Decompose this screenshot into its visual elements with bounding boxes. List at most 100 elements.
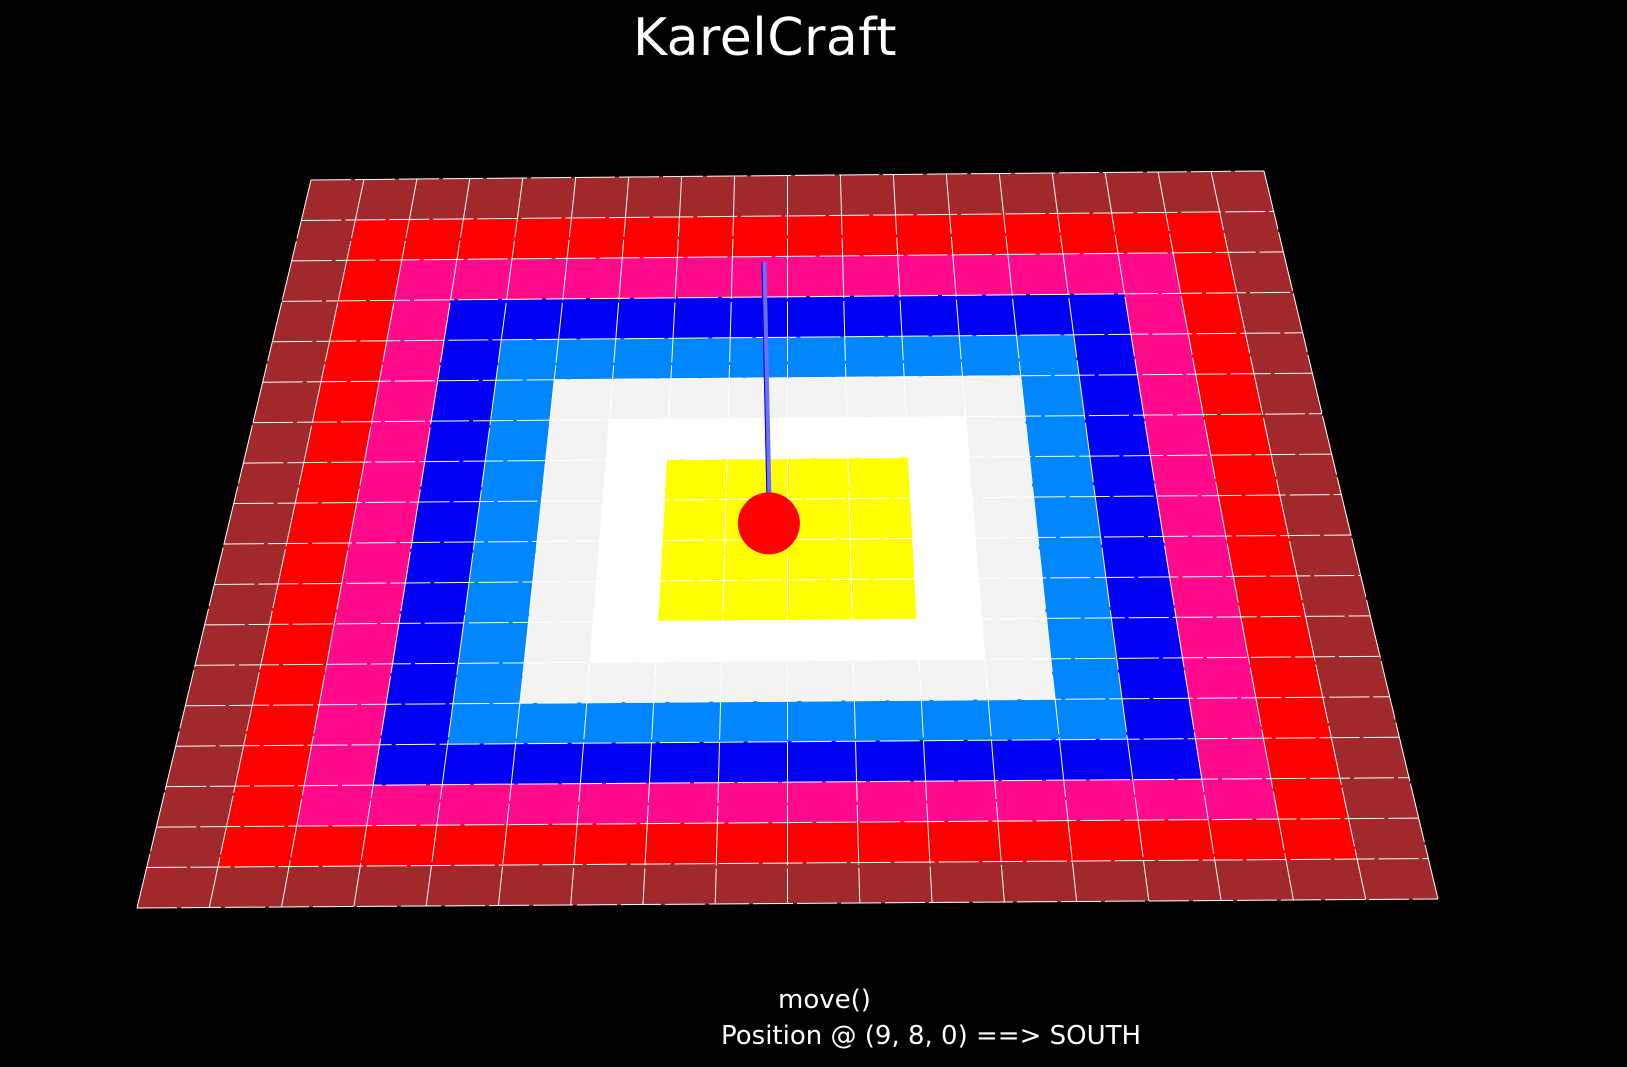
floor-cell [318,663,393,706]
floor-cell [401,218,464,261]
floor-cell [425,864,504,907]
floor-cell [288,825,368,867]
floor-cell [1003,213,1064,255]
floor-cell [536,500,604,542]
floor-cell [608,378,672,421]
floor-cell [1078,374,1145,417]
floor-cell [787,376,848,419]
floor-cell [468,541,538,583]
floor-cell [1084,414,1151,457]
floor-cell [787,659,855,702]
floor-cell [1288,534,1362,577]
floor-cell [1067,293,1132,336]
floor-cell [787,255,845,298]
floor-cell [490,379,555,422]
floor-cell [952,254,1013,296]
floor-cell [252,381,322,424]
floor-cell [855,740,926,783]
floor-cell [456,218,518,260]
floor-cell [1255,696,1332,739]
floor-cell [978,577,1047,620]
floor-cell [843,295,903,338]
floor-cell [303,421,373,463]
floor-cell [1104,171,1166,214]
floor-cell [262,340,330,383]
floor-cell [725,458,788,500]
floor-cell [386,299,451,342]
floor-cell [1348,817,1429,860]
floor-cell [672,296,732,339]
floor-cell [300,179,365,221]
floor-cell [717,781,788,824]
floor-cell [787,417,849,459]
floor-cell [583,701,655,744]
floor-cell [912,537,979,580]
last-command-text: move() [778,985,871,1015]
floor-cell [732,215,788,258]
floor-cell [409,178,471,220]
floor-cell [463,177,524,220]
floor-cell [984,658,1056,701]
floor-cell [599,499,665,542]
floor-cell [994,779,1069,822]
floor-cell [326,623,400,665]
floor-cell [217,825,297,868]
floor-cell [136,866,219,909]
floor-cells [136,170,1439,909]
floor-cell [787,619,854,662]
floor-cell [515,702,588,745]
floor-cell [242,421,313,464]
floor-cell [618,257,678,299]
grid-line-horizontal [146,858,1429,869]
floor-cell [676,216,734,258]
floor-cell [605,418,670,461]
floor-cell [852,659,922,702]
floor-cell [1356,858,1439,900]
floor-cell [916,618,986,661]
floor-cell [506,258,568,300]
floor-cell [296,784,374,827]
floor-cell [901,335,963,378]
floor-cell [1195,737,1272,780]
floor-cell [184,664,262,707]
floor-cell [851,619,920,661]
floor-cell [1116,657,1190,700]
floor-cell [1285,858,1367,901]
floor-cell [1011,293,1075,336]
floor-cell [430,379,497,422]
floor-cell [441,743,516,786]
floor-cell [925,780,999,822]
floor-cell [155,785,236,828]
floor-cell [653,660,723,703]
floor-cell [294,461,365,504]
floor-cell [1296,575,1371,617]
floor-cell [576,782,650,825]
floor-cell [1127,738,1203,781]
floor-cell [1305,615,1381,658]
floor-cell [910,497,976,539]
floor-cell [1057,212,1119,255]
karel-mast [761,261,772,496]
floor-cell [997,820,1073,862]
floor-cell [1279,494,1352,536]
floor-cell [312,380,380,423]
floor-cell [511,217,572,260]
floor-cell [479,460,546,502]
floor-cell [1054,698,1128,741]
floor-cell [1156,495,1227,537]
floor-cell [233,462,305,504]
floor-cell [787,862,861,904]
floor-cell [729,296,788,339]
floor-cell [1217,494,1289,537]
floor-cell [251,663,328,706]
floor-cell [1236,291,1304,334]
floor-cell [1137,373,1204,416]
floor-cell [175,704,253,747]
floor-cell [1180,292,1246,335]
floor-cell [1157,171,1220,213]
floor-cell [450,258,513,301]
floor-cell [532,540,601,583]
floor-cell [447,702,521,745]
floor-cell [1000,860,1077,903]
floor-cell [495,338,559,381]
